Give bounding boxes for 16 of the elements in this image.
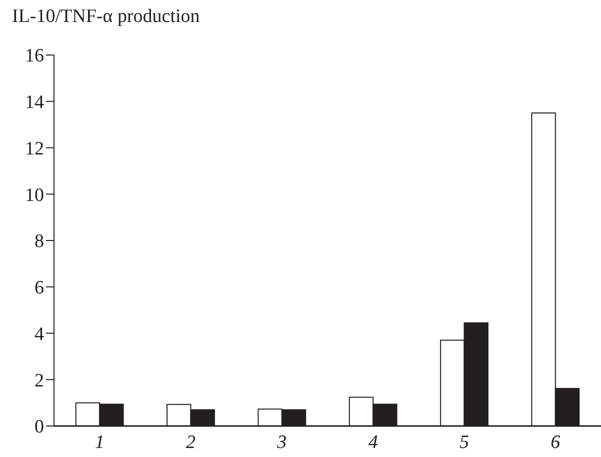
y-tick-label: 6	[34, 278, 44, 299]
y-tick-label: 10	[25, 184, 44, 206]
x-tick-label: 5	[460, 432, 469, 453]
x-tick-label: 3	[276, 432, 287, 453]
y-tick-label: 4	[34, 324, 44, 345]
y-tick-label: 16	[25, 46, 44, 67]
y-tick-label: 8	[34, 231, 44, 252]
y-tick-label: 14	[25, 92, 44, 114]
chart-title: IL-10/TNF-α production	[12, 6, 200, 27]
x-tick-label: 6	[550, 432, 561, 453]
y-tick-label: 2	[34, 370, 44, 392]
x-tick-label: 4	[368, 432, 378, 453]
y-tick-label: 12	[25, 138, 44, 160]
y-tick-label: 0	[34, 416, 44, 438]
x-tick-label: 2	[186, 432, 196, 453]
x-tick-label: 1	[94, 432, 104, 453]
